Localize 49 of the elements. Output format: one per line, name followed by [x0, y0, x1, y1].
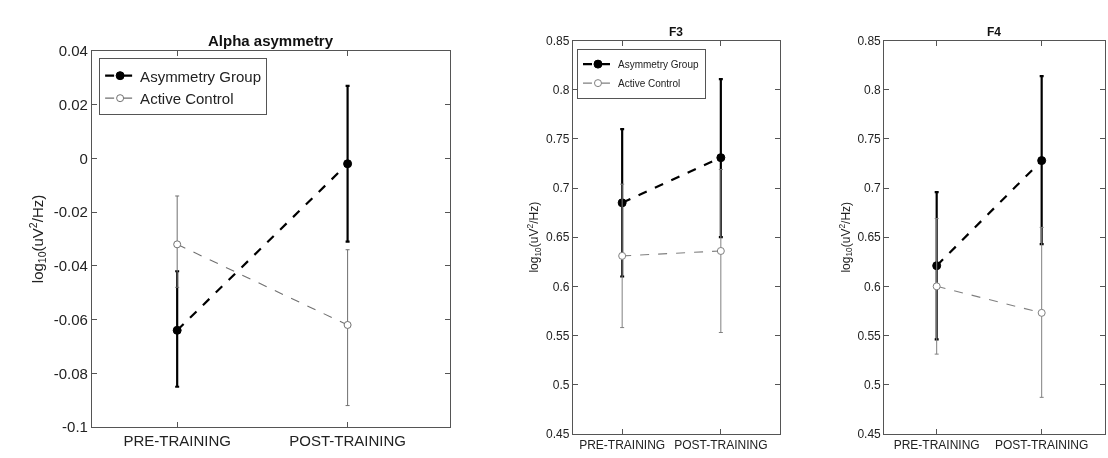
chart-title: F4 [987, 25, 1002, 39]
point [618, 251, 627, 260]
y-tick-label: -0.1 [62, 418, 88, 436]
x-tick-label: PRE-TRAINING [123, 432, 231, 450]
y-tick-label: 0.02 [58, 95, 88, 113]
x-tick-label: PRE-TRAINING [579, 438, 666, 453]
point [172, 325, 182, 335]
point [932, 282, 941, 291]
y-tick-label: -0.02 [53, 203, 88, 221]
y-tick-label: 0.65 [546, 230, 570, 245]
legend-label: Active Control [140, 90, 234, 108]
point [1037, 156, 1047, 166]
y-tick-label: 0.7 [552, 181, 570, 196]
y-tick-label: 0.75 [857, 132, 882, 147]
y-tick-label: -0.04 [53, 257, 88, 275]
y-tick-label: 0.04 [58, 42, 88, 60]
x-tick-label: POST-TRAINING [995, 438, 1089, 453]
legend-label: Asymmetry Group [617, 59, 699, 71]
y-tick-label: 0.6 [552, 279, 570, 294]
y-tick-label: 0.6 [864, 279, 882, 294]
chart-title: Alpha asymmetry [208, 32, 334, 49]
y-tick-label: 0.8 [864, 83, 882, 98]
point [343, 320, 352, 329]
y-tick-label: 0.7 [864, 181, 882, 196]
point [343, 159, 353, 169]
point [716, 246, 725, 255]
y-tick-label: -0.06 [53, 310, 88, 328]
y-tick-label: 0.5 [864, 377, 882, 392]
y-tick-label: 0.75 [546, 132, 570, 147]
y-tick-label: 0.65 [857, 230, 882, 245]
y-tick-label: 0 [79, 149, 88, 167]
legend-label: Asymmetry Group [140, 67, 261, 85]
x-tick-label: POST-TRAINING [674, 438, 768, 453]
y-tick-label: 0.8 [552, 83, 570, 98]
y-tick-label: 0.45 [546, 426, 570, 441]
y-tick-label: 0.45 [857, 426, 882, 441]
y-tick-label: 0.5 [552, 377, 570, 392]
chart-title: F3 [669, 25, 684, 39]
y-tick-label: 0.55 [857, 328, 882, 343]
point [716, 153, 726, 163]
x-tick-label: PRE-TRAINING [893, 438, 980, 453]
y-tick-label: 0.85 [857, 33, 882, 48]
legend-label: Active Control [617, 78, 681, 90]
point [173, 240, 182, 249]
y-tick-label: 0.55 [546, 328, 570, 343]
point [1037, 308, 1046, 317]
y-tick-label: 0.85 [546, 33, 570, 48]
x-tick-label: POST-TRAINING [289, 432, 406, 450]
y-tick-label: -0.08 [53, 364, 88, 382]
